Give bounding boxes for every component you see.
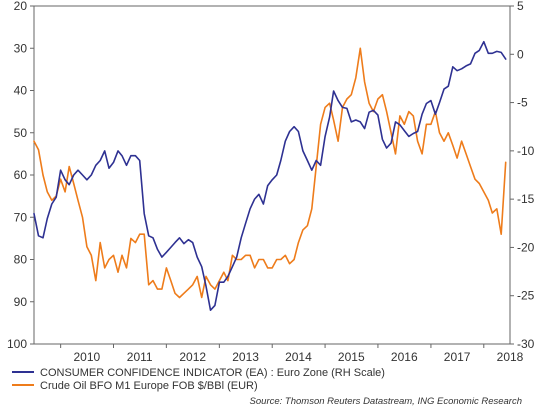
left-axis-ticks: 20 30 40 50 60 70 80 90 100: [7, 0, 34, 351]
x-tick-label: 2015: [338, 350, 365, 364]
x-tick-label: 2017: [444, 350, 471, 364]
left-tick-label: 30: [14, 41, 28, 55]
x-tick-label: 2010: [74, 350, 101, 364]
series-line-consumer-confidence: [33, 40, 507, 312]
legend-label-consumer-confidence: CONSUMER CONFIDENCE INDICATOR (EA) : Eur…: [40, 367, 385, 379]
plot-frame: [33, 5, 511, 345]
source-note: Source: Thomson Reuters Datastream, ING …: [250, 396, 522, 407]
right-tick-label: 0: [517, 47, 524, 61]
x-tick-label: 2012: [179, 350, 206, 364]
right-tick-label: -5: [517, 96, 528, 110]
left-tick-label: 40: [14, 84, 28, 98]
x-tick-label: 2014: [285, 350, 312, 364]
left-tick-label: 100: [7, 337, 27, 351]
left-tick-label: 50: [14, 126, 28, 140]
right-tick-label: -20: [517, 240, 535, 254]
right-tick-label: 5: [517, 0, 524, 13]
series-layer: [33, 40, 507, 312]
right-axis-ticks: 5 0 -5 -10 -15 -20 -25 -30: [510, 0, 535, 351]
x-axis-ticks: 2010 2011 2012 2013 2014 2015 2016 2017 2018: [60, 344, 524, 364]
right-tick-label: -15: [517, 192, 535, 206]
right-tick-label: -10: [517, 144, 535, 158]
right-tick-label: -30: [517, 337, 535, 351]
legend-label-crude-oil: Crude Oil BFO M1 Europe FOB $/BBl (EUR): [40, 380, 258, 392]
left-tick-label: 80: [14, 253, 28, 267]
left-tick-label: 60: [14, 168, 28, 182]
left-tick-label: 90: [14, 295, 28, 309]
series-line-crude-oil: [33, 47, 507, 299]
left-tick-label: 70: [14, 210, 28, 224]
left-tick-label: 20: [14, 0, 28, 13]
x-tick-label: 2016: [391, 350, 418, 364]
x-tick-label: 2011: [127, 350, 153, 364]
right-tick-label: -25: [517, 289, 535, 303]
x-tick-label: 2013: [232, 350, 259, 364]
legend: CONSUMER CONFIDENCE INDICATOR (EA) : Eur…: [12, 367, 385, 392]
x-tick-label: 2018: [497, 350, 524, 364]
